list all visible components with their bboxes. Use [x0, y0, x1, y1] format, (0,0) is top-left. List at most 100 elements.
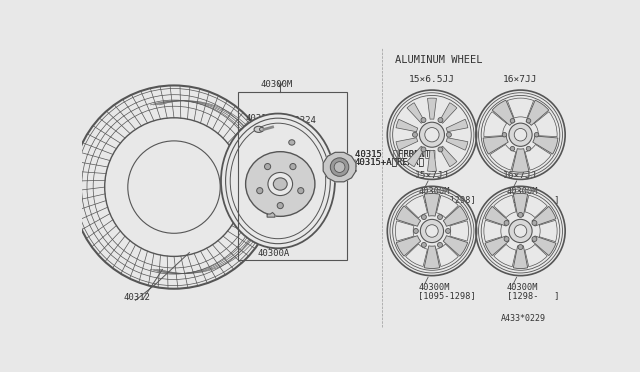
Wedge shape [406, 195, 428, 218]
Text: 40312: 40312 [124, 293, 151, 302]
Circle shape [422, 243, 426, 247]
Circle shape [290, 163, 296, 170]
Text: 40300A: 40300A [257, 249, 289, 258]
Text: 40300M: 40300M [507, 283, 538, 292]
Circle shape [504, 237, 509, 241]
Wedge shape [484, 112, 507, 137]
Circle shape [447, 132, 451, 137]
Circle shape [438, 147, 443, 152]
Circle shape [298, 187, 304, 194]
Wedge shape [444, 206, 468, 226]
Circle shape [510, 119, 515, 123]
Circle shape [510, 147, 515, 151]
Polygon shape [267, 212, 275, 217]
Circle shape [518, 212, 523, 217]
Text: A433*0229: A433*0229 [501, 314, 547, 323]
Circle shape [438, 118, 443, 122]
Wedge shape [406, 244, 428, 266]
Wedge shape [534, 112, 557, 137]
Bar [238, 92, 348, 260]
Ellipse shape [221, 113, 335, 248]
Wedge shape [493, 195, 516, 218]
Circle shape [334, 162, 345, 173]
Text: [1298-   ]: [1298- ] [507, 291, 559, 300]
Text: [1298-   ]: [1298- ] [507, 195, 559, 204]
Ellipse shape [246, 152, 315, 217]
Wedge shape [440, 103, 457, 123]
Wedge shape [396, 221, 414, 241]
Text: 40315+A〈REAR〉: 40315+A〈REAR〉 [355, 157, 425, 166]
Wedge shape [450, 221, 468, 241]
Circle shape [502, 132, 507, 137]
Wedge shape [485, 206, 509, 226]
Wedge shape [440, 146, 457, 167]
Text: ALUMINUM WHEEL: ALUMINUM WHEEL [395, 55, 483, 65]
Wedge shape [513, 193, 527, 216]
Wedge shape [407, 103, 424, 123]
Wedge shape [396, 206, 420, 226]
Wedge shape [508, 98, 534, 118]
Circle shape [419, 122, 444, 147]
Wedge shape [396, 236, 420, 256]
Circle shape [509, 219, 532, 243]
Circle shape [526, 119, 531, 123]
Circle shape [421, 118, 426, 122]
Text: 40311: 40311 [246, 114, 273, 123]
Wedge shape [512, 149, 529, 172]
Circle shape [257, 187, 263, 194]
Wedge shape [396, 138, 418, 150]
Circle shape [425, 128, 439, 142]
Wedge shape [407, 146, 424, 167]
Ellipse shape [254, 126, 263, 132]
Circle shape [515, 225, 527, 237]
Wedge shape [525, 144, 551, 170]
Wedge shape [484, 220, 502, 242]
Circle shape [420, 219, 444, 243]
Circle shape [509, 123, 532, 146]
Circle shape [413, 132, 417, 137]
Wedge shape [446, 138, 468, 150]
Ellipse shape [268, 173, 292, 196]
Circle shape [504, 221, 509, 225]
Wedge shape [525, 195, 547, 218]
Wedge shape [424, 193, 440, 216]
Circle shape [438, 215, 442, 219]
Ellipse shape [259, 128, 264, 131]
Circle shape [526, 147, 531, 151]
Circle shape [515, 128, 527, 141]
Wedge shape [532, 236, 556, 256]
Wedge shape [446, 119, 468, 132]
Text: 40300M: 40300M [260, 80, 292, 89]
Circle shape [413, 228, 419, 234]
Circle shape [445, 228, 451, 234]
Text: 40224: 40224 [289, 116, 316, 125]
Text: 15×6.5JJ: 15×6.5JJ [409, 75, 455, 84]
Polygon shape [323, 153, 356, 182]
Ellipse shape [289, 140, 295, 145]
Text: 16×7JJ: 16×7JJ [503, 75, 538, 84]
Text: 40300M: 40300M [418, 283, 449, 292]
Text: [1095-1298]: [1095-1298] [418, 291, 476, 300]
Circle shape [422, 215, 426, 219]
Wedge shape [483, 136, 508, 154]
Circle shape [518, 245, 523, 250]
Text: 40300M: 40300M [418, 187, 449, 196]
Wedge shape [444, 236, 468, 256]
Wedge shape [428, 98, 436, 119]
Ellipse shape [273, 178, 287, 190]
Text: 40300M: 40300M [507, 187, 538, 196]
Wedge shape [532, 206, 556, 226]
Wedge shape [540, 220, 557, 242]
Wedge shape [396, 119, 418, 132]
Wedge shape [436, 195, 458, 218]
Text: 40315  〈FRONT〉: 40315 〈FRONT〉 [355, 150, 430, 158]
Text: 40315   〈FRONT〉: 40315 〈FRONT〉 [355, 150, 436, 158]
Wedge shape [490, 144, 516, 170]
Circle shape [277, 202, 284, 209]
Text: 15×7JJ: 15×7JJ [415, 171, 449, 180]
Text: 16×7JJ: 16×7JJ [503, 171, 538, 180]
Wedge shape [428, 150, 436, 171]
Circle shape [426, 225, 438, 237]
Circle shape [330, 158, 349, 176]
Wedge shape [532, 136, 558, 154]
